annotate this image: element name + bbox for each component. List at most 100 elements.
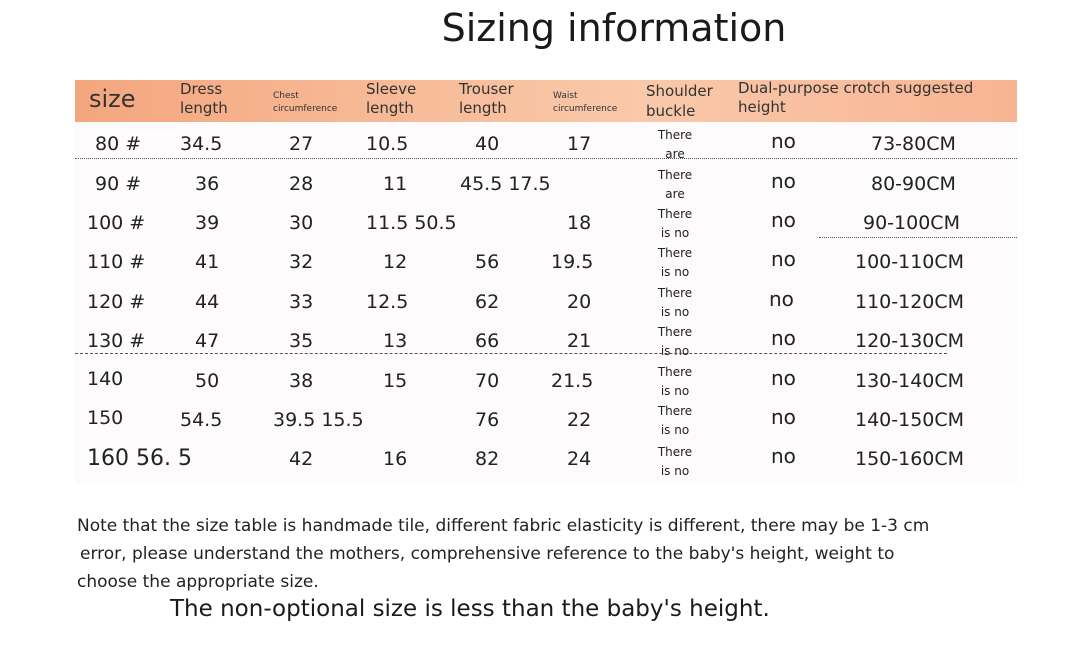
cell-buckle: There is no <box>657 325 693 358</box>
cell-chest: 30 <box>289 212 314 234</box>
cell-sleeve: 10.5 <box>366 133 409 155</box>
cell-chest: 28 <box>289 173 314 195</box>
header-sleeve-length: Sleeve length <box>366 80 417 118</box>
cell-waist: 19.5 <box>551 251 594 273</box>
header-shoulder-buckle: Shoulder buckle <box>646 82 713 121</box>
cell-waist: 18 <box>567 212 592 234</box>
cell-height: 140-150CM <box>855 409 965 431</box>
cell-dress: 41 <box>195 251 220 273</box>
cell-waist: 21.5 <box>551 370 594 392</box>
cell-sleeve: 11 <box>383 173 408 195</box>
cell-chest: 33 <box>289 291 314 313</box>
table-row: 90 # 36 28 11 45.5 17.5 There are no 80-9… <box>75 166 1017 205</box>
cell-sleeve: 12.5 <box>366 291 409 313</box>
table-row: 110 # 41 32 12 56 19.5 There is no no 100… <box>75 244 1017 283</box>
header-dress-length: Dress length <box>180 80 228 118</box>
cell-sleeve: 12 <box>383 251 408 273</box>
cell-buckle: There is no <box>657 286 693 319</box>
cell-size: 90 # <box>95 173 142 195</box>
cell-sleeve: 11.5 50.5 <box>366 212 457 234</box>
cell-trouser: 40 <box>475 133 500 155</box>
cell-dress: 34.5 <box>180 133 223 155</box>
cell-dress: 44 <box>195 291 220 313</box>
cell-trouser: 82 <box>475 448 500 470</box>
cell-size: 150 <box>87 407 124 429</box>
cell-chest: 39.5 15.5 <box>273 409 364 431</box>
cell-height: 130-140CM <box>855 370 965 392</box>
cell-buckle: There is no <box>657 445 693 478</box>
cell-height: 120-130CM <box>855 330 965 352</box>
page-title: Sizing information <box>441 6 787 50</box>
header-waist: Waist circumference <box>553 91 618 115</box>
cell-waist: 24 <box>567 448 592 470</box>
header-chest: Chest circumference <box>273 91 338 115</box>
cell-trouser: 66 <box>475 330 500 352</box>
cell-crotch: no <box>771 129 796 153</box>
cell-size: 120 # <box>87 291 146 313</box>
cell-buckle: There is no <box>657 246 693 279</box>
cell-waist: 20 <box>567 291 592 313</box>
cell-height: 150-160CM <box>855 448 965 470</box>
cell-chest: 38 <box>289 370 314 392</box>
table-row: 140 50 38 15 70 21.5 There is no no 130-1… <box>75 363 1017 402</box>
cell-size: 140 <box>87 368 124 390</box>
cell-crotch: no <box>771 405 796 429</box>
table-row: 100 # 39 30 11.5 50.5 18 There is no no 9… <box>75 205 1017 244</box>
cell-size: 160 56. 5 <box>87 446 192 471</box>
cell-crotch: no <box>769 287 794 311</box>
cell-waist: 21 <box>567 330 592 352</box>
cell-buckle: There is no <box>657 207 693 240</box>
cell-height: 80-90CM <box>871 173 956 195</box>
header-size: size <box>89 85 136 113</box>
cell-chest: 32 <box>289 251 314 273</box>
row-divider <box>75 158 1017 159</box>
cell-trouser: 62 <box>475 291 500 313</box>
cell-trouser: 76 <box>475 409 500 431</box>
cell-sleeve: 13 <box>383 330 408 352</box>
cell-dress: 47 <box>195 330 220 352</box>
cell-crotch: no <box>771 444 796 468</box>
cell-sleeve: 15 <box>383 370 408 392</box>
table-row: 130 # 47 35 13 66 21 There is no no 120-1… <box>75 323 1017 362</box>
cell-buckle: There are <box>657 128 693 161</box>
cell-crotch: no <box>771 326 796 350</box>
cell-size: 110 # <box>87 251 146 273</box>
cell-sleeve: 16 <box>383 448 408 470</box>
header-trouser-length: Trouser length <box>459 80 514 118</box>
cell-size: 80 # <box>95 133 142 155</box>
cell-waist: 17 <box>567 133 592 155</box>
cell-buckle: There are <box>657 168 693 201</box>
cell-buckle: There is no <box>657 404 693 437</box>
cell-dress: 54.5 <box>180 409 223 431</box>
cell-trouser: 70 <box>475 370 500 392</box>
cell-chest: 35 <box>289 330 314 352</box>
cell-dress: 50 <box>195 370 220 392</box>
cell-size: 130 # <box>87 330 146 352</box>
size-table: size Dress length Chest circumference Slee… <box>75 79 1017 484</box>
cell-height: 110-120CM <box>855 291 965 313</box>
cell-buckle: There is no <box>657 365 693 398</box>
cell-trouser: 56 <box>475 251 500 273</box>
size-note: Note that the size table is handmade til… <box>77 516 930 592</box>
cell-crotch: no <box>771 169 796 193</box>
table-row: 150 54.5 39.5 15.5 76 22 There is no no 1… <box>75 402 1017 441</box>
cell-dress: 39 <box>195 212 220 234</box>
row-divider <box>819 237 1017 238</box>
cell-crotch: no <box>771 247 796 271</box>
cell-crotch: no <box>771 366 796 390</box>
footer-note: The non-optional size is less than the b… <box>170 596 770 622</box>
cell-chest: 27 <box>289 133 314 155</box>
table-row: 120 # 44 33 12.5 62 20 There is no no 110… <box>75 284 1017 323</box>
header-crotch-height: Dual-purpose crotch suggested height <box>738 79 974 117</box>
cell-size: 100 # <box>87 212 146 234</box>
cell-waist: 22 <box>567 409 592 431</box>
cell-height: 73-80CM <box>871 133 956 155</box>
table-header: size Dress length Chest circumference Slee… <box>75 79 1017 122</box>
cell-crotch: no <box>771 208 796 232</box>
table-row: 80 # 34.5 27 10.5 40 17 There are no 73-8… <box>75 126 1017 165</box>
cell-dress: 36 <box>195 173 220 195</box>
row-divider <box>75 353 947 354</box>
cell-chest: 42 <box>289 448 314 470</box>
cell-trouser: 45.5 17.5 <box>460 173 551 195</box>
cell-height: 90-100CM <box>863 212 960 234</box>
